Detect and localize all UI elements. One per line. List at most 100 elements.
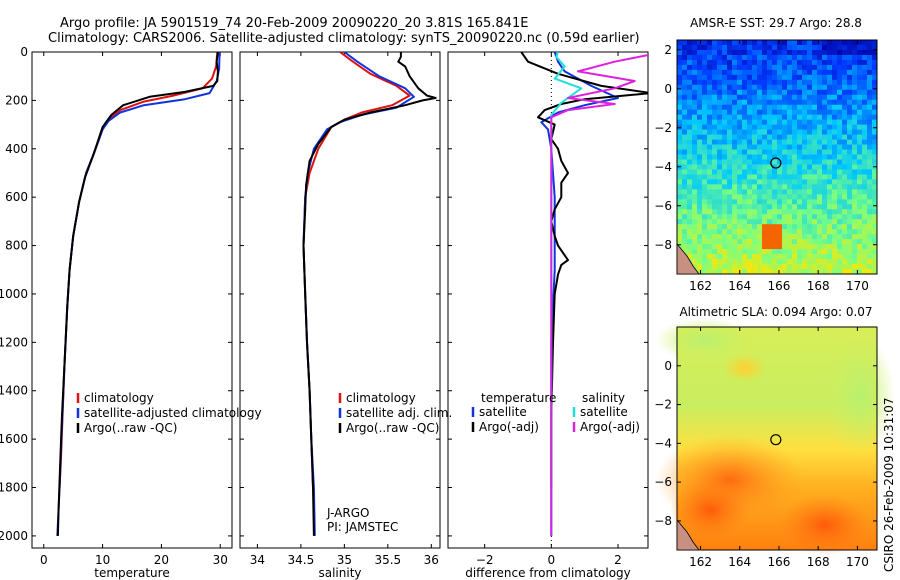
sst-cell [862, 79, 868, 86]
sst-cell [862, 94, 868, 101]
sst-cell [712, 99, 718, 106]
sst-cell [837, 40, 843, 46]
sst-cell [857, 234, 863, 240]
sst-cell [717, 239, 723, 245]
sst-cell [792, 84, 798, 91]
sst-cell [747, 144, 753, 150]
sst-cell [752, 239, 758, 245]
sst-cell [787, 149, 793, 155]
sst-cell [797, 44, 803, 51]
sst-cell [722, 119, 728, 125]
x-tick-label: 166 [768, 555, 791, 569]
sst-cell [742, 44, 748, 51]
sst-cell [752, 224, 758, 230]
sst-cell [812, 219, 818, 225]
sst-cell [682, 249, 688, 255]
y-tick-label: 1200 [0, 335, 28, 349]
sst-cell [717, 179, 723, 185]
sst-cell [707, 89, 713, 96]
sst-cell [792, 174, 798, 180]
sst-cell [832, 94, 838, 101]
sst-cell [827, 244, 833, 250]
sst-cell [677, 184, 683, 190]
sst-cell [717, 119, 723, 125]
sst-cell [682, 40, 688, 46]
sst-cell [687, 209, 693, 215]
sst-cell [737, 84, 743, 91]
sst-cell [792, 159, 798, 165]
sst-cell [842, 139, 848, 145]
sst-cell [837, 89, 843, 96]
sst-cell [767, 229, 773, 235]
sst-cell [857, 59, 863, 66]
sst-cell [752, 174, 758, 180]
sst-cell [677, 224, 683, 230]
sst-cell [872, 64, 878, 71]
sst-cell [727, 169, 733, 175]
coastline-land [676, 242, 700, 275]
sst-cell [687, 44, 693, 51]
sst-cell [752, 219, 758, 225]
sst-cell [777, 64, 783, 71]
sst-cell [817, 234, 823, 240]
sst-cell [702, 99, 708, 106]
sst-cell [707, 164, 713, 170]
sst-cell [777, 109, 783, 115]
sst-cell [817, 269, 823, 275]
sst-cell [742, 199, 748, 205]
sst-cell [757, 49, 763, 56]
sst-cell [702, 64, 708, 71]
sst-cell [847, 104, 853, 110]
sst-cell [727, 174, 733, 180]
sst-cell [707, 74, 713, 81]
sst-cell [732, 79, 738, 86]
sst-cell [757, 69, 763, 76]
sst-cell [847, 94, 853, 101]
sst-cell [852, 59, 858, 66]
sst-cell [752, 269, 758, 275]
sst-cell [812, 234, 818, 240]
sst-cell [867, 229, 873, 235]
sst-cell [677, 154, 683, 160]
sst-cell [722, 154, 728, 160]
sst-cell [732, 109, 738, 115]
sst-cell [752, 234, 758, 240]
sst-cell [742, 124, 748, 130]
sst-cell [872, 119, 878, 125]
sst-cell [867, 99, 873, 106]
sst-cell [812, 229, 818, 235]
sst-cell [752, 114, 758, 120]
sst-cell [697, 189, 703, 195]
sst-cell [872, 254, 878, 260]
sst-cell [757, 44, 763, 51]
sst-cell [792, 99, 798, 106]
sst-cell [757, 94, 763, 101]
sst-cell [682, 209, 688, 215]
sst-cell [722, 84, 728, 91]
sst-cell [737, 234, 743, 240]
sst-cell [757, 139, 763, 145]
sst-cell [802, 49, 808, 56]
sst-cell [837, 69, 843, 76]
sst-cell [772, 189, 778, 195]
sst-cell [762, 159, 768, 165]
sst-cell [687, 89, 693, 96]
sst-cell [747, 114, 753, 120]
sst-cell [872, 139, 878, 145]
sst-cell [767, 99, 773, 106]
sst-cell [697, 129, 703, 135]
sst-cell [842, 154, 848, 160]
sst-cell [827, 119, 833, 125]
sst-cell [802, 139, 808, 145]
sst-cell [782, 224, 788, 230]
sst-cell [752, 204, 758, 210]
y-tick-label: −6 [654, 475, 672, 489]
sst-cell [812, 254, 818, 260]
sst-cell [802, 224, 808, 230]
sst-cell [752, 109, 758, 115]
sst-cell [717, 184, 723, 190]
sst-cell [732, 179, 738, 185]
sst-cell [742, 249, 748, 255]
sst-cell [677, 119, 683, 125]
sst-cell [702, 129, 708, 135]
